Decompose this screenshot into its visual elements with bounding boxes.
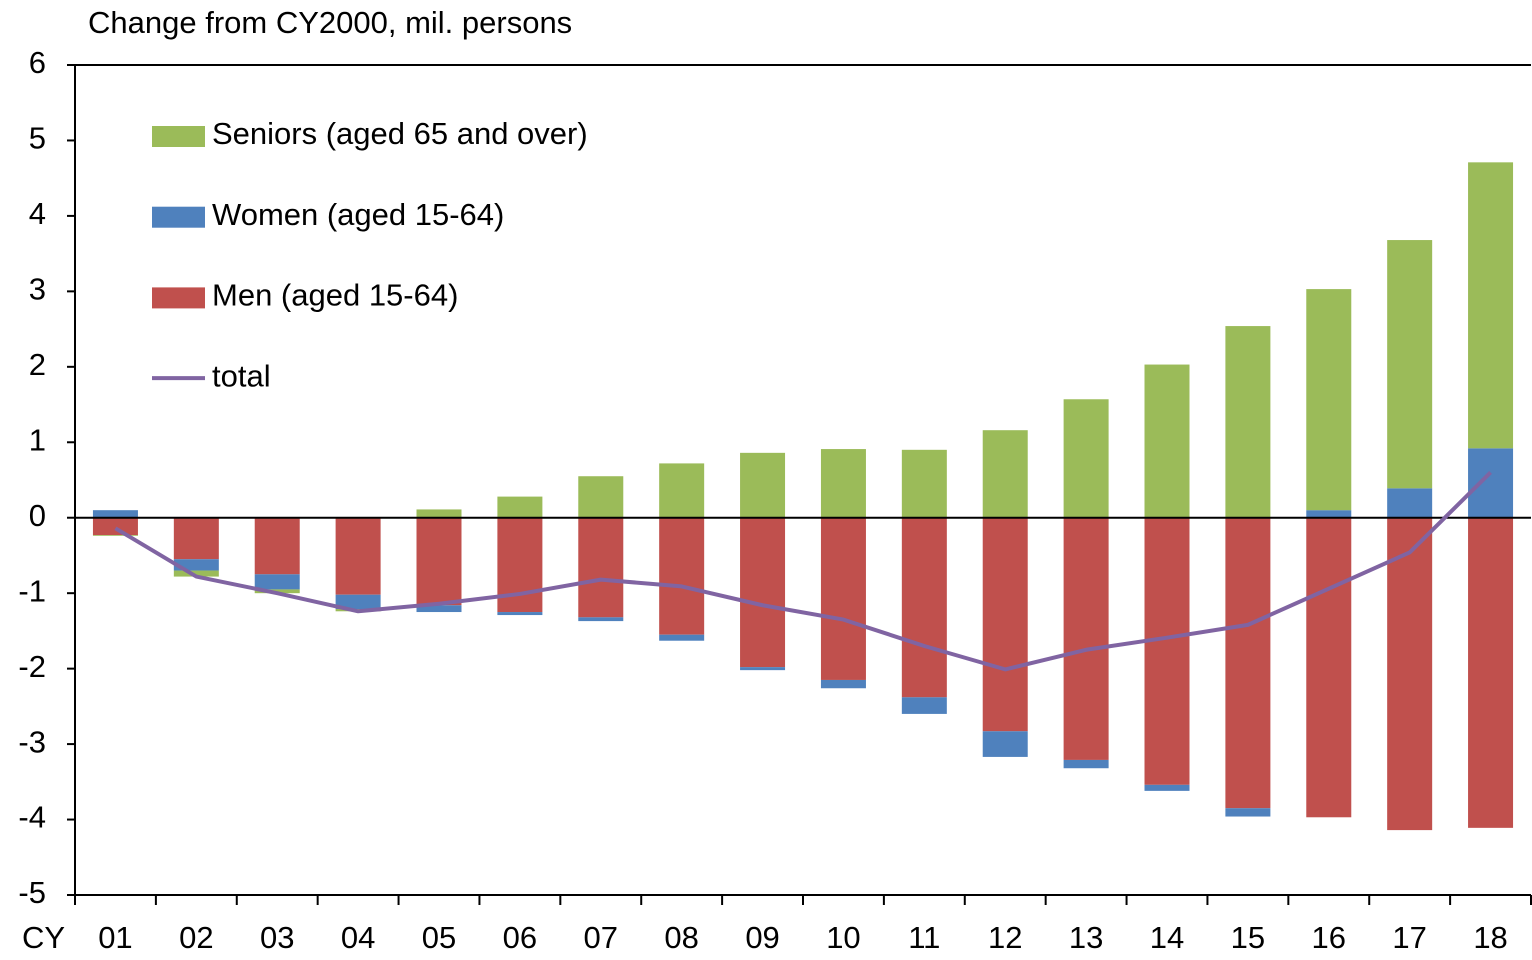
bar [497, 517, 543, 613]
bar [1225, 326, 1271, 518]
x-tick-label: 09 [745, 920, 779, 955]
bar [92, 510, 138, 518]
bar [578, 617, 624, 622]
bar [659, 634, 705, 641]
legend-swatch [152, 126, 205, 147]
y-tick-label: -2 [18, 649, 46, 684]
x-tick-label: 05 [422, 920, 456, 955]
bar [254, 517, 300, 575]
bar [1468, 448, 1514, 518]
bar [982, 430, 1028, 518]
bar [416, 509, 462, 518]
bar [578, 517, 624, 618]
legend-swatch [152, 287, 205, 309]
bar [1387, 488, 1433, 518]
bar [1144, 784, 1190, 791]
bar [740, 517, 786, 668]
x-tick-label: 01 [98, 920, 132, 955]
legend-label: total [212, 358, 271, 393]
bar [982, 731, 1028, 757]
bar [92, 535, 138, 536]
y-tick-label: -5 [18, 875, 46, 910]
x-tick-label: 10 [826, 920, 860, 955]
bar [740, 667, 786, 671]
x-tick-label: 03 [260, 920, 294, 955]
y-tick-label: -4 [18, 800, 46, 835]
y-tick-label: 5 [29, 121, 46, 156]
bar [1225, 517, 1271, 809]
bar [1468, 162, 1514, 449]
x-tick-label: 04 [341, 920, 375, 955]
bar [1306, 289, 1352, 511]
line-series [114, 471, 1492, 672]
x-tick-label: 13 [1069, 920, 1103, 955]
bar [740, 452, 786, 518]
y-tick-label: 1 [29, 422, 46, 457]
bar [1144, 364, 1190, 518]
bar [1063, 759, 1109, 769]
bar [820, 449, 866, 518]
x-tick-label: 11 [908, 920, 940, 955]
x-tick-label: 07 [584, 920, 618, 955]
bar [497, 496, 543, 518]
x-tick-label: 18 [1473, 920, 1507, 955]
legend-swatch [152, 206, 205, 228]
bar [1306, 510, 1352, 518]
x-tick-label: 12 [988, 920, 1022, 955]
bar [497, 612, 543, 616]
bar [1468, 517, 1514, 828]
bar [254, 574, 300, 590]
legend-label: Seniors (aged 65 and over) [212, 116, 588, 151]
bar [1306, 517, 1352, 818]
bar [982, 517, 1028, 732]
bar [416, 605, 462, 613]
bar [1387, 517, 1433, 831]
y-tick-label: 4 [29, 196, 46, 231]
x-tick-label: 06 [503, 920, 537, 955]
bar [820, 679, 866, 689]
chart-title: Change from CY2000, mil. persons [88, 5, 572, 40]
bar [1063, 517, 1109, 760]
bar [173, 559, 219, 571]
x-tick-label: 17 [1392, 920, 1426, 955]
bar [416, 517, 462, 606]
x-tick-label: 14 [1150, 920, 1184, 955]
legend-label: Men (aged 15-64) [212, 278, 458, 313]
bar [659, 463, 705, 518]
x-axis-label: CY [22, 920, 65, 955]
x-tick-label: 08 [664, 920, 698, 955]
bar [1144, 517, 1190, 785]
bar [92, 517, 138, 536]
bar [1225, 808, 1271, 817]
y-tick-label: -3 [18, 724, 46, 759]
legend-label: Women (aged 15-64) [212, 197, 504, 232]
bar [173, 517, 219, 560]
bar [578, 476, 624, 518]
bar [335, 517, 381, 595]
bar [820, 517, 866, 680]
bar [901, 449, 947, 518]
y-tick-label: 6 [29, 45, 46, 80]
bar [335, 594, 381, 610]
y-tick-label: 2 [29, 347, 46, 382]
x-tick-label: 02 [179, 920, 213, 955]
bar [901, 517, 947, 698]
y-tick-label: -1 [18, 573, 46, 608]
bar [173, 570, 219, 577]
x-tick-label: 15 [1231, 920, 1265, 955]
x-tick-label: 16 [1312, 920, 1346, 955]
bar [901, 697, 947, 714]
bar [1387, 240, 1433, 489]
bar [1063, 399, 1109, 518]
bar [659, 517, 705, 635]
y-tick-label: 0 [29, 498, 46, 533]
y-tick-label: 3 [29, 272, 46, 307]
